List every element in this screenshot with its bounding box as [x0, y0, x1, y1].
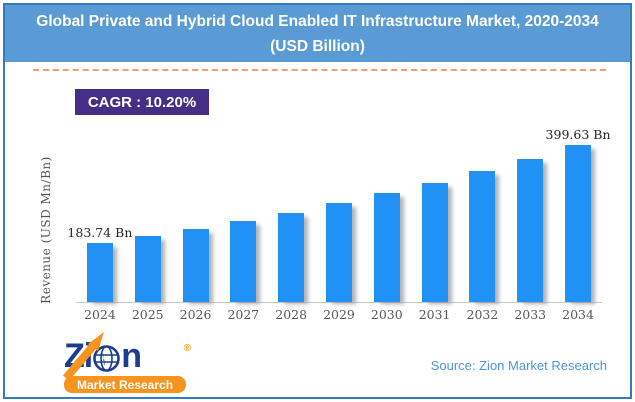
globe-icon: [93, 344, 121, 372]
x-tick-2030: 2030: [370, 307, 403, 322]
bar-slot: [182, 229, 209, 302]
logo-text-left: Zi: [64, 337, 93, 375]
bar-slot: [230, 221, 257, 302]
logo-subtitle: Market Research: [64, 376, 186, 393]
bar-slot: [469, 171, 496, 302]
bar-slot: [517, 159, 544, 302]
zion-market-research-logo: Zi n ® Market Research: [62, 332, 191, 396]
bar-slot: [278, 213, 305, 302]
x-tick-2026: 2026: [179, 307, 212, 322]
chart-title-line1: Global Private and Hybrid Cloud Enabled …: [36, 12, 599, 30]
x-tick-2031: 2031: [418, 307, 451, 322]
bar-slot: 399.63 Bn: [546, 127, 611, 302]
logo-wordmark: Zi n ®: [62, 332, 191, 380]
bar-slot: [421, 183, 448, 302]
bar-2032: [469, 171, 496, 302]
bar-slot: [325, 203, 352, 302]
bar-2031: [421, 183, 448, 302]
bar-2024: [86, 243, 113, 302]
x-tick-2034: 2034: [562, 307, 594, 322]
bar-2025: [134, 236, 161, 302]
bar-2026: [182, 229, 209, 302]
bar-slot: [134, 236, 161, 302]
bar-slot: 183.74 Bn: [67, 225, 132, 302]
bar-2028: [278, 213, 305, 302]
chart-title: Global Private and Hybrid Cloud Enabled …: [5, 5, 630, 62]
cagr-badge: CAGR : 10.20%: [75, 89, 209, 115]
x-tick-2024: 2024: [84, 307, 116, 322]
bar-slot: [373, 193, 400, 302]
bar-value-label: 399.63 Bn: [545, 127, 611, 142]
bar-value-label: 183.74 Bn: [67, 225, 133, 240]
source-text: Source: Zion Market Research: [430, 358, 607, 373]
x-tick-2032: 2032: [466, 307, 499, 322]
x-tick-2025: 2025: [131, 307, 164, 322]
bar-2027: [230, 221, 257, 302]
outer-border: [3, 3, 632, 399]
x-axis-labels: 2024 2025 2026 2027 2028 2029 2030 2031 2032 2033…: [76, 307, 602, 322]
chart-title-line2: (USD Billion): [270, 37, 365, 55]
dashed-separator: [33, 69, 606, 71]
bar-2033: [517, 159, 544, 302]
x-tick-2029: 2029: [323, 307, 355, 322]
bar-2030: [373, 193, 400, 302]
bar-2034: [565, 145, 592, 302]
bar-2029: [325, 203, 352, 302]
logo-text-right: n: [121, 337, 142, 375]
registered-trademark-icon: ®: [183, 343, 191, 354]
x-tick-2028: 2028: [275, 307, 308, 322]
y-axis-label: Revenue (USD Mn/Bn): [39, 156, 53, 304]
x-tick-2033: 2033: [514, 307, 547, 322]
plot-area: 183.74 Bn 399.63 Bn: [67, 126, 611, 303]
x-tick-2027: 2027: [227, 307, 260, 322]
